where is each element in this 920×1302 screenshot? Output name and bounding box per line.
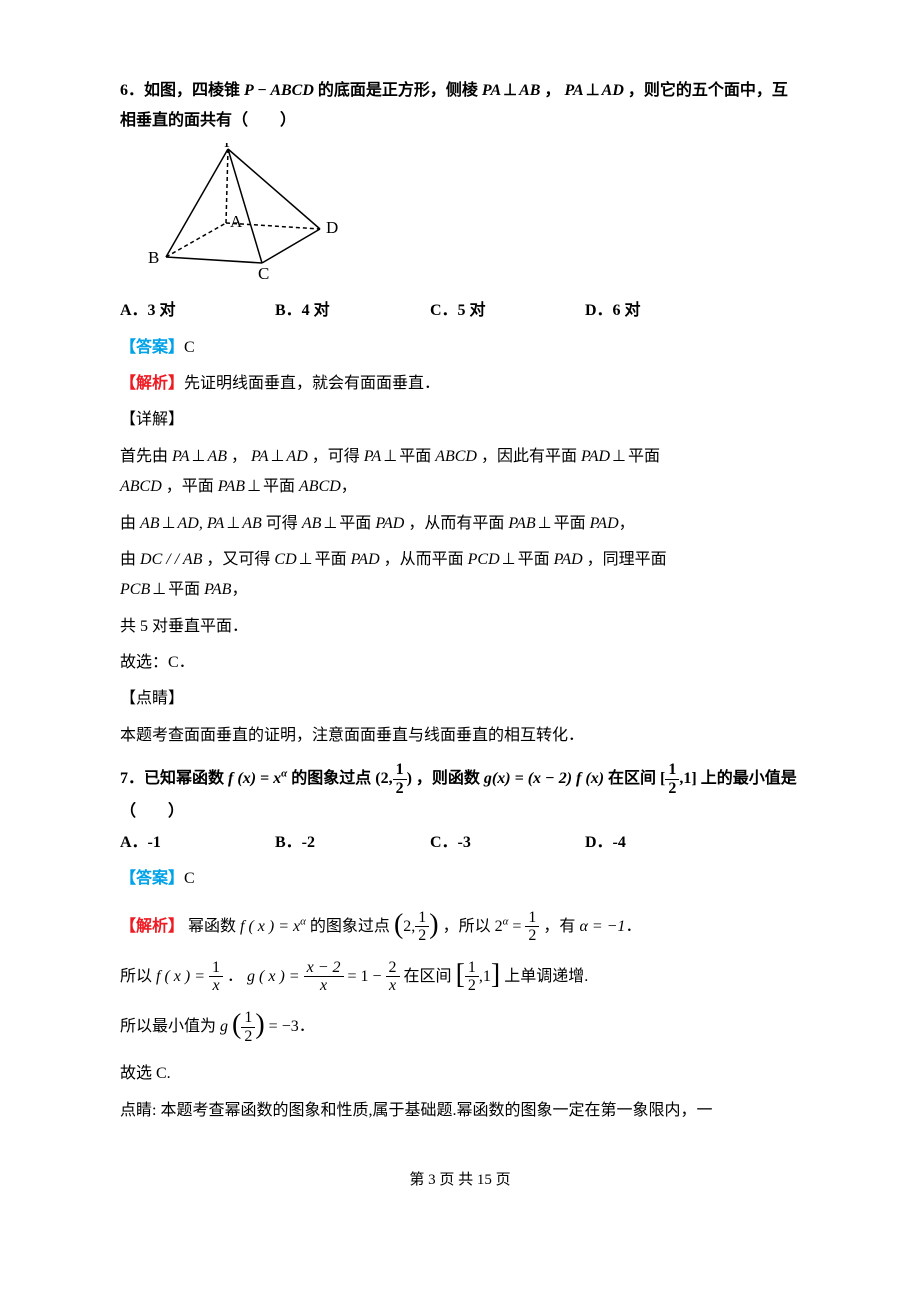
q6-d6: 共 5 对垂直平面．: [120, 612, 800, 642]
diagram-label-A: A: [230, 212, 243, 231]
q6-point-label: 【点睛】: [120, 684, 800, 714]
q7-opt-a: A．-1: [120, 828, 275, 858]
q6-opt-c: C．5 对: [430, 296, 585, 326]
q6-d2: ABCD ，平面 PAB⊥平面 ABCD，: [120, 472, 800, 502]
q6-opt-b: B．4 对: [275, 296, 430, 326]
page-footer: 第 3 页 共 15 页: [120, 1166, 800, 1195]
q7-opt-b: B．-2: [275, 828, 430, 858]
q6-opt-d: D．6 对: [585, 296, 740, 326]
q7-stem: 7．已知幂函数 f (x) = xα 的图象过点 (2,12) ，则函数 g(x…: [120, 761, 800, 828]
q7-number: 7．: [120, 770, 144, 787]
q7-opt-d: D．-4: [585, 828, 740, 858]
q6-point: 本题考查面面垂直的证明，注意面面垂直与线面垂直的相互转化．: [120, 721, 800, 751]
q6-d3: 由 AB⊥AD, PA⊥AB 可得 AB⊥平面 PAD ，从而有平面 PAB⊥平…: [120, 509, 800, 539]
q7-e5: 点睛: 本题考查幂函数的图象和性质,属于基础题.幂函数的图象一定在第一象限内，一: [120, 1096, 800, 1126]
q6-stem-line1: 6．如图，四棱锥 P − ABCD 的底面是正方形，侧棱 PA⊥AB ， PA⊥…: [120, 76, 800, 137]
q7-e1: 【解析】 幂函数 f ( x ) = xα 的图象过点 (2,12) ，所以 2…: [120, 909, 800, 945]
diagram-label-P: P: [224, 143, 233, 151]
diagram-label-C: C: [258, 264, 269, 283]
q6-diagram: P A B C D: [140, 143, 800, 294]
q6-d5: PCB⊥平面 PAB，: [120, 575, 800, 605]
q7-options: A．-1 B．-2 C．-3 D．-4: [120, 828, 740, 858]
q6-opt-a: A．3 对: [120, 296, 275, 326]
q7-e4: 故选 C.: [120, 1059, 800, 1089]
q6-d4: 由 DC / / AB ，又可得 CD⊥平面 PAD ，从而平面 PCD⊥平面 …: [120, 545, 800, 575]
q6-number: 6．: [120, 82, 144, 99]
q6-answer: 【答案】C: [120, 333, 800, 363]
q7-answer: 【答案】C: [120, 864, 800, 894]
diagram-label-B: B: [148, 248, 159, 267]
q7-e2: 所以 f ( x ) = 1x ． g ( x ) = x − 2x = 1 −…: [120, 959, 800, 995]
q6-options: A．3 对 B．4 对 C．5 对 D．6 对: [120, 296, 740, 326]
diagram-label-D: D: [326, 218, 338, 237]
q6-d7: 故选：C．: [120, 648, 800, 678]
q6-d1: 首先由 PA⊥AB ， PA⊥AD ，可得 PA⊥平面 ABCD ，因此有平面 …: [120, 442, 800, 472]
q7-opt-c: C．-3: [430, 828, 585, 858]
q6-explain: 【解析】先证明线面垂直，就会有面面垂直．: [120, 369, 800, 399]
q6-detail-label: 【详解】: [120, 405, 800, 435]
q7-e3: 所以最小值为 g (12) = −3．: [120, 1009, 800, 1045]
